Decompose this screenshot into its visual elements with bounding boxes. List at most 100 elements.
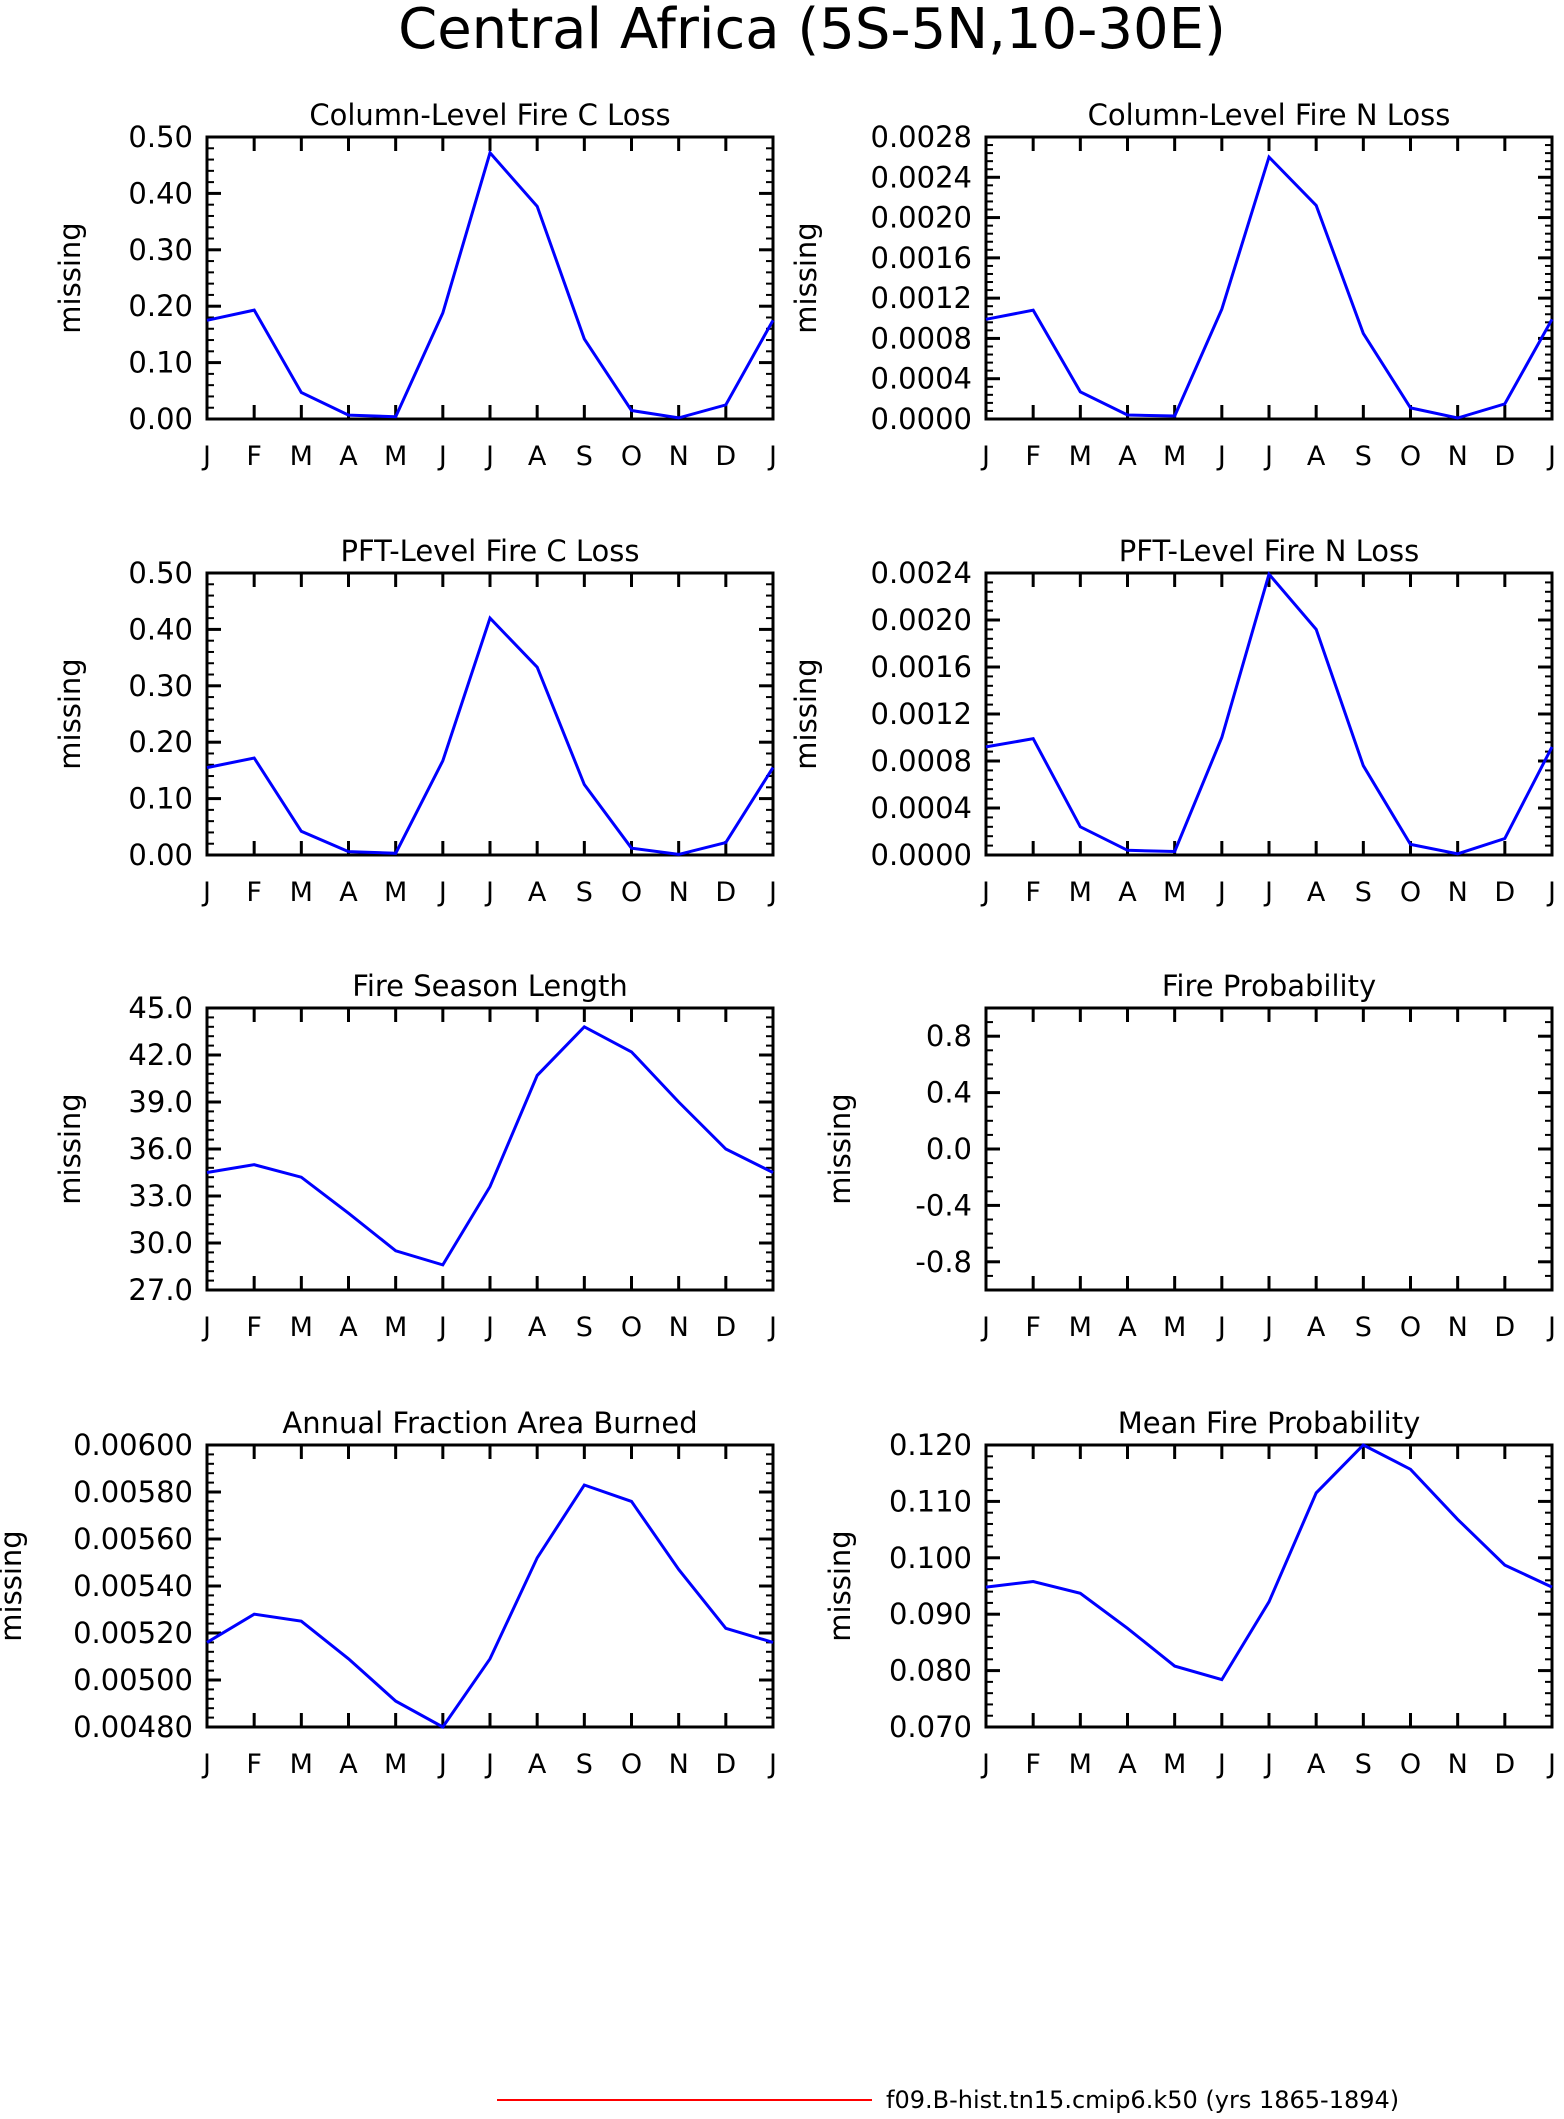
y-tick-label: 0.00600 <box>73 1428 193 1462</box>
x-tick-label: S <box>576 1749 593 1780</box>
x-tick-label: F <box>1025 1312 1041 1343</box>
x-tick-label: A <box>1307 441 1326 472</box>
y-tick-label: 0.10 <box>128 346 193 380</box>
x-tick-label: J <box>1216 1312 1226 1343</box>
y-tick-label: 0.090 <box>889 1597 972 1631</box>
series-line <box>985 1443 1553 1682</box>
x-tick-label: J <box>1546 441 1556 472</box>
y-tick-label: 0.080 <box>889 1654 972 1688</box>
y-tick-label: 0.120 <box>889 1428 972 1462</box>
x-tick-label: M <box>384 1312 407 1343</box>
x-tick-label: A <box>1118 877 1137 908</box>
x-tick-label: F <box>246 441 262 472</box>
x-tick-label: N <box>1448 1312 1468 1343</box>
x-tick-label: J <box>1216 1749 1226 1780</box>
x-tick-label: J <box>980 1312 990 1343</box>
series-line <box>206 149 775 420</box>
y-tick-label: 0.0016 <box>871 650 972 684</box>
x-tick-label: J <box>201 1749 211 1780</box>
panel-title: Annual Fraction Area Burned <box>282 1406 697 1440</box>
y-tick-label: 0.0020 <box>871 201 972 235</box>
x-tick-label: N <box>669 877 689 908</box>
x-tick-label: O <box>1400 877 1421 908</box>
x-tick-label: J <box>437 1749 447 1780</box>
x-tick-label: D <box>715 1749 736 1780</box>
x-tick-label: S <box>576 877 593 908</box>
x-tick-label: S <box>1355 877 1372 908</box>
x-tick-label: N <box>669 1749 689 1780</box>
y-tick-label: 0.100 <box>889 1541 972 1575</box>
y-tick-label: 0.20 <box>128 725 193 759</box>
y-tick-label: 39.0 <box>128 1085 193 1119</box>
x-tick-label: F <box>1025 441 1041 472</box>
x-tick-label: M <box>290 1749 313 1780</box>
x-tick-label: A <box>1307 877 1326 908</box>
y-tick-label: 0.50 <box>128 556 193 590</box>
figure-title: Central Africa (5S-5N,10-30E) <box>398 0 1226 62</box>
y-tick-label: 0.00520 <box>73 1616 193 1650</box>
x-tick-label: M <box>1163 1749 1186 1780</box>
y-tick-label: 0.110 <box>889 1484 972 1518</box>
x-tick-label: D <box>715 1312 736 1343</box>
x-tick-label: A <box>528 1312 547 1343</box>
y-tick-label: 0.20 <box>128 289 193 323</box>
x-tick-label: M <box>1069 877 1092 908</box>
x-tick-label: N <box>669 1312 689 1343</box>
x-tick-label: N <box>1448 441 1468 472</box>
x-tick-label: M <box>384 1749 407 1780</box>
x-tick-label: M <box>290 1312 313 1343</box>
x-tick-label: J <box>201 877 211 908</box>
x-tick-label: J <box>437 441 447 472</box>
x-tick-label: J <box>1546 1312 1556 1343</box>
x-tick-label: J <box>1546 1749 1556 1780</box>
y-tick-label: 0.8 <box>926 1019 972 1053</box>
y-tick-label: -0.8 <box>915 1245 972 1279</box>
y-tick-label: -0.4 <box>915 1188 972 1222</box>
x-tick-label: M <box>290 877 313 908</box>
x-tick-label: O <box>1400 1749 1421 1780</box>
x-tick-label: J <box>437 877 447 908</box>
y-tick-label: 0.070 <box>889 1710 972 1744</box>
series-line <box>206 1024 774 1267</box>
y-tick-label: 0.40 <box>128 612 193 646</box>
x-tick-label: A <box>339 1312 358 1343</box>
x-tick-label: A <box>339 877 358 908</box>
x-tick-label: S <box>576 1312 593 1343</box>
plot-frame <box>205 1006 775 1292</box>
x-tick-label: J <box>201 1312 211 1343</box>
x-tick-label: J <box>1263 1749 1273 1780</box>
x-tick-label: A <box>1307 1312 1326 1343</box>
panel-title: Column-Level Fire N Loss <box>1088 98 1451 132</box>
y-tick-label: 0.0008 <box>871 744 972 778</box>
y-tick-label: 0.10 <box>128 782 193 816</box>
y-tick-label: 33.0 <box>128 1179 193 1213</box>
x-tick-label: D <box>715 441 736 472</box>
y-tick-label: 42.0 <box>128 1038 193 1072</box>
y-tick-label: 0.00 <box>128 402 193 436</box>
x-tick-label: M <box>290 441 313 472</box>
series-line <box>985 571 1554 856</box>
x-tick-label: M <box>1069 1312 1092 1343</box>
x-tick-label: O <box>621 877 642 908</box>
x-tick-label: O <box>1400 441 1421 472</box>
x-tick-label: M <box>1163 1312 1186 1343</box>
x-tick-label: J <box>1216 877 1226 908</box>
x-tick-label: O <box>621 441 642 472</box>
x-tick-label: J <box>767 441 777 472</box>
y-tick-label: 0.40 <box>128 176 193 210</box>
x-tick-label: J <box>484 441 494 472</box>
x-tick-label: S <box>1355 1749 1372 1780</box>
x-tick-label: O <box>621 1312 642 1343</box>
series-line <box>206 615 775 856</box>
y-tick-label: 0.0016 <box>871 241 972 275</box>
x-tick-label: F <box>1025 1749 1041 1780</box>
x-tick-label: M <box>1069 441 1092 472</box>
plot-frame <box>984 571 1554 857</box>
y-tick-label: 0.0004 <box>871 791 972 825</box>
